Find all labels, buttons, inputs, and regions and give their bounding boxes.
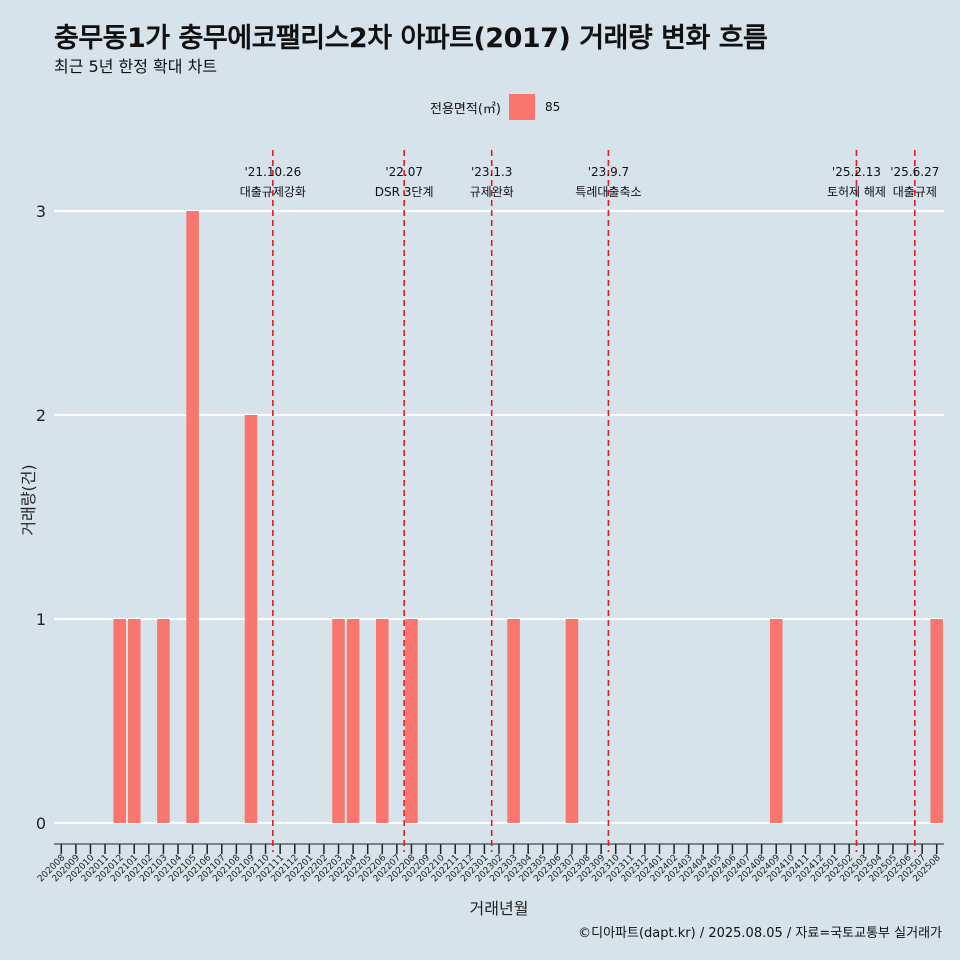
event-date: '25.6.27 [890,165,939,179]
y-tick-label: 1 [36,610,46,629]
y-tick-label: 0 [36,814,46,833]
legend: 전용면적(㎡) 85 [430,94,560,120]
x-axis-title: 거래년월 [470,899,529,918]
y-axis-title: 거래량(건) [19,464,38,535]
event-date: '21.10.26 [244,165,301,179]
legend-title: 전용면적(㎡) [430,101,501,117]
y-tick-label: 2 [36,406,46,425]
y-tick-label: 3 [36,202,46,221]
bar [244,415,258,823]
bar [332,619,345,823]
bar [376,619,389,823]
bar [507,619,520,823]
event-label: 토허제 해제 [827,185,886,199]
bar [565,619,579,823]
bar [930,619,943,823]
legend-swatch [508,94,535,120]
chart-title: 충무동1가 충무에코팰리스2차 아파트(2017) 거래량 변화 흐름 [54,23,768,54]
bar [157,619,170,823]
event-label: 대출규제강화 [240,185,306,199]
event-date: '25.2.13 [832,165,881,179]
legend-label: 85 [544,100,561,114]
source-caption: ©디아파트(dapt.kr) / 2025.08.05 / 자료=국토교통부 실… [578,926,942,941]
bar [405,619,418,823]
bar [769,619,783,823]
event-label: 대출규제 [893,185,937,199]
bar [346,619,360,823]
bar [127,619,141,823]
chart-subtitle: 최근 5년 한정 확대 차트 [54,57,218,76]
event-label: 규제완화 [470,185,514,199]
event-date: '23.9.7 [588,165,629,179]
event-date: '23.1.3 [471,165,512,179]
bar [113,619,126,823]
bar [186,211,199,823]
event-label: DSR 3단계 [375,185,434,199]
event-label: 특례대출축소 [575,185,641,199]
event-date: '22.07 [385,165,423,179]
